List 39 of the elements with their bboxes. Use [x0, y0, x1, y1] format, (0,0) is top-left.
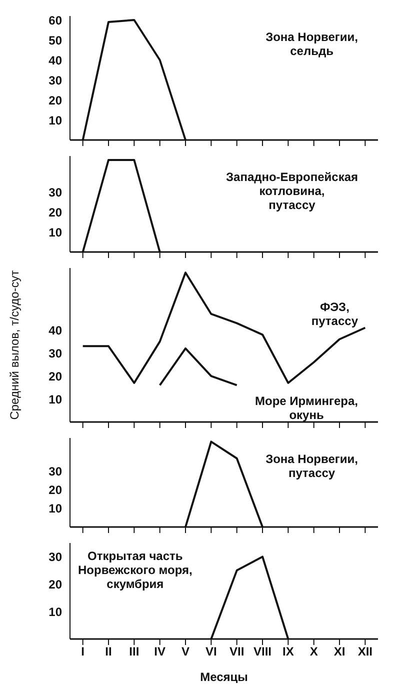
- text: Западно-Европейская котловина, путассу: [226, 170, 358, 212]
- y-tick-label: 20: [48, 369, 62, 384]
- series-label: ФЭЗ, путассу: [311, 300, 358, 328]
- x-tick-label: IX: [282, 644, 294, 659]
- series-label: Море Ирмингера, окунь: [255, 394, 358, 422]
- x-tick-label: XII: [358, 644, 373, 659]
- x-tick-label: III: [129, 644, 140, 659]
- y-tick-label: 20: [48, 483, 62, 498]
- text: Зона Норвегии, путассу: [266, 452, 358, 480]
- y-tick-label: 30: [48, 73, 62, 88]
- y-tick-label: 40: [48, 53, 62, 68]
- x-tick-label: I: [81, 644, 85, 659]
- y-tick-label: 30: [48, 464, 62, 479]
- x-tick-label: XI: [334, 644, 346, 659]
- y-tick-label: 50: [48, 33, 62, 48]
- y-tick-label: 20: [48, 93, 62, 108]
- x-tick-label: II: [105, 644, 112, 659]
- y-tick-label: 20: [48, 577, 62, 592]
- line-series: [82, 272, 366, 384]
- y-tick-label: 20: [48, 205, 62, 220]
- y-tick-label: 30: [48, 346, 62, 360]
- x-tick-label: IV: [154, 644, 166, 659]
- x-tick-label: VII: [229, 644, 244, 659]
- y-tick-label: 10: [48, 113, 62, 128]
- y-tick-label: 10: [48, 604, 62, 619]
- y-tick-label: 60: [48, 13, 62, 28]
- y-tick-label: 10: [48, 502, 62, 516]
- y-tick-label: 30: [48, 185, 62, 200]
- x-tick-label: VIII: [253, 644, 272, 659]
- y-axis-title: Средний вылов, т/судо-сут: [7, 270, 22, 420]
- y-tick-label: 30: [48, 550, 62, 564]
- x-tick-label: X: [310, 644, 318, 659]
- text: Открытая часть Норвежского моря, скумбрия: [78, 549, 192, 591]
- x-tick-label: V: [181, 644, 190, 659]
- y-tick-label: 10: [48, 225, 62, 240]
- x-tick-label: VI: [205, 644, 217, 659]
- text: Зона Норвегии, сельдь: [266, 30, 358, 58]
- y-tick-label: 40: [48, 323, 62, 338]
- y-tick-label: 10: [48, 392, 62, 406]
